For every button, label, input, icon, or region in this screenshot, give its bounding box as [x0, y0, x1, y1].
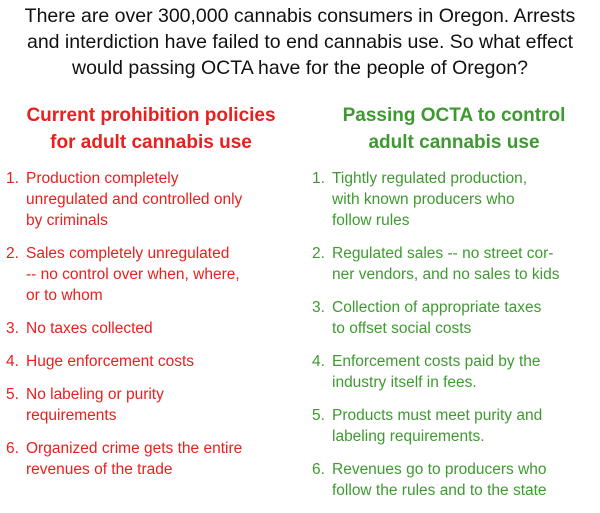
item-text: Organized crime gets the entire revenues…: [26, 440, 243, 478]
item-text: Tightly regulated production, with known…: [332, 170, 528, 229]
octa-list: 1. Tightly regulated production, with kn…: [312, 168, 596, 501]
item-text: Enforcement costs paid by the industry i…: [332, 353, 541, 391]
item-text: Production completely unregulated and co…: [26, 170, 243, 229]
item-text: No taxes collected: [26, 320, 153, 337]
list-item: 2. Regulated sales -- no street cor- ner…: [312, 243, 596, 285]
item-number: 4.: [312, 353, 325, 370]
octa-column: Passing OCTA to control adult cannabis u…: [312, 102, 596, 513]
prohibition-list: 1. Production completely unregulated and…: [6, 168, 296, 480]
list-item: 1. Production completely unregulated and…: [6, 168, 296, 231]
item-number: 6.: [312, 461, 325, 478]
list-item: 3. Collection of appropriate taxes to of…: [312, 297, 596, 339]
item-text: No labeling or purity requirements: [26, 386, 164, 424]
list-item: 1. Tightly regulated production, with kn…: [312, 168, 596, 231]
item-text: Regulated sales -- no street cor- ner ve…: [332, 245, 560, 283]
item-number: 1.: [6, 170, 19, 187]
list-item: 6. Organized crime gets the entire reven…: [6, 438, 296, 480]
octa-column-title: Passing OCTA to control adult cannabis u…: [342, 105, 566, 153]
item-number: 5.: [6, 386, 19, 403]
list-item: 3. No taxes collected: [6, 318, 296, 339]
item-number: 4.: [6, 353, 19, 370]
item-number: 6.: [6, 440, 19, 457]
prohibition-column-title: Current prohibition policies for adult c…: [26, 105, 276, 153]
item-number: 2.: [312, 245, 325, 262]
prohibition-column: Current prohibition policies for adult c…: [6, 102, 296, 492]
list-item: 4. Huge enforcement costs: [6, 351, 296, 372]
item-text: Sales completely unregulated -- no contr…: [26, 245, 240, 304]
item-text: Collection of appropriate taxes to offse…: [332, 299, 542, 337]
item-number: 3.: [312, 299, 325, 316]
list-item: 6. Revenues go to producers who follow t…: [312, 459, 596, 501]
list-item: 5. No labeling or purity requirements: [6, 384, 296, 426]
item-number: 5.: [312, 407, 325, 424]
list-item: 4. Enforcement costs paid by the industr…: [312, 351, 596, 393]
item-number: 1.: [312, 170, 325, 187]
list-item: 2. Sales completely unregulated -- no co…: [6, 243, 296, 306]
item-number: 2.: [6, 245, 19, 262]
intro-paragraph: There are over 300,000 cannabis consumer…: [24, 5, 576, 79]
list-item: 5. Products must meet purity and labelin…: [312, 405, 596, 447]
item-text: Huge enforcement costs: [26, 353, 195, 370]
item-text: Revenues go to producers who follow the …: [332, 461, 547, 499]
item-text: Products must meet purity and labeling r…: [332, 407, 543, 445]
intro-text: There are over 300,000 cannabis consumer…: [0, 3, 600, 81]
item-number: 3.: [6, 320, 19, 337]
